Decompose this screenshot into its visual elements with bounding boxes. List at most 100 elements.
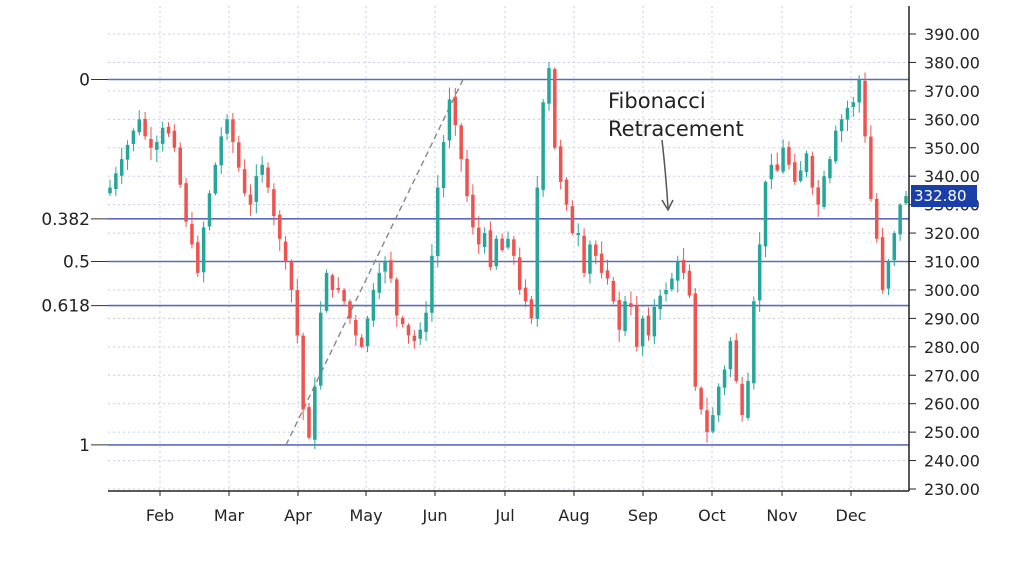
candle <box>681 248 686 280</box>
y-axis-ticks: 230.00 240.00 250.00 260.00 270.00 280.00 290.… <box>909 25 980 499</box>
candle-body <box>441 142 446 189</box>
x-tick-label: Feb <box>146 506 174 525</box>
candle <box>822 170 826 210</box>
axes <box>108 6 910 492</box>
candle-body <box>553 69 557 148</box>
candle-body <box>793 162 797 182</box>
candle <box>775 152 779 173</box>
candle <box>172 124 177 152</box>
candle-body <box>365 318 370 347</box>
candle-body <box>699 388 703 410</box>
y-tick-label: 310.00 <box>924 253 980 272</box>
candle <box>342 287 346 306</box>
candle-body <box>652 307 657 337</box>
candle <box>623 295 627 337</box>
candle-body <box>734 340 739 381</box>
y-tick-label: 230.00 <box>924 480 980 499</box>
candle <box>629 291 633 316</box>
x-tick-label: Jun <box>422 506 448 525</box>
x-tick-label: Dec <box>836 506 867 525</box>
candle <box>798 161 803 183</box>
candle-body <box>137 119 142 133</box>
candle <box>728 337 733 378</box>
candle-body <box>400 317 405 325</box>
candle-body <box>763 181 768 247</box>
candle-body <box>359 337 364 347</box>
candle <box>494 235 499 270</box>
candle <box>424 301 428 341</box>
candle <box>553 67 557 150</box>
candle-body <box>465 158 469 197</box>
candle <box>108 179 112 197</box>
candle <box>734 333 739 384</box>
candle <box>482 227 487 254</box>
candle <box>155 135 159 163</box>
candle <box>635 295 639 352</box>
fib-level-label: 0.5 <box>63 253 90 273</box>
candle-body <box>307 407 311 438</box>
last-price-tag: 332.80 <box>911 185 977 207</box>
candle <box>857 75 861 113</box>
candle <box>670 272 674 292</box>
y-tick-label: 250.00 <box>924 423 980 442</box>
candle-body <box>330 275 335 290</box>
candle <box>476 216 481 255</box>
candle-body <box>693 293 698 387</box>
candle-body <box>722 369 727 388</box>
candle <box>740 376 744 422</box>
candle-body <box>845 107 850 120</box>
candle <box>793 154 797 185</box>
candle-body <box>857 79 861 103</box>
candle-body <box>746 380 750 418</box>
candle-body <box>248 194 253 205</box>
candle-body <box>131 130 136 145</box>
candle <box>430 244 434 322</box>
candle-body <box>166 126 171 134</box>
candle-body <box>728 341 733 370</box>
candle <box>523 279 528 308</box>
candle <box>178 142 182 188</box>
candle-body <box>277 214 282 239</box>
candle-body <box>348 301 352 319</box>
candle <box>781 139 785 174</box>
candle <box>617 291 621 343</box>
candle-body <box>242 169 247 194</box>
candle <box>898 203 902 241</box>
y-tick-label: 280.00 <box>924 338 980 357</box>
candle <box>839 114 844 142</box>
candle-body <box>155 142 159 150</box>
candle <box>254 164 259 214</box>
candle-body <box>804 153 809 172</box>
candle-body <box>354 319 358 336</box>
x-tick-label: May <box>349 506 382 525</box>
candle-body <box>687 270 692 296</box>
candle <box>336 277 341 294</box>
candle-body <box>564 179 569 205</box>
candle <box>828 156 832 184</box>
annotation-arrow <box>661 139 669 209</box>
candle-body <box>839 119 844 132</box>
candle <box>272 183 276 226</box>
candle-body <box>283 241 288 262</box>
candle-body <box>529 299 534 319</box>
fib-level-label: 1 <box>79 436 90 456</box>
candle <box>248 184 253 216</box>
candle-body <box>459 125 463 160</box>
candle <box>266 162 270 194</box>
candle <box>757 232 762 312</box>
candle <box>412 330 417 349</box>
candle-body <box>605 270 610 279</box>
candle-body <box>488 230 493 268</box>
candle <box>892 230 897 266</box>
candle-body <box>512 239 516 256</box>
candle-body <box>658 295 662 310</box>
candle <box>324 269 329 313</box>
candle <box>465 149 469 202</box>
candle <box>851 96 856 117</box>
candle-body <box>254 176 259 202</box>
candle-body <box>160 127 165 144</box>
candle <box>845 100 850 132</box>
annotation: Fibonacci Retracement <box>608 89 744 212</box>
candle-body <box>125 144 130 160</box>
fib-level-label: 0.618 <box>41 297 90 317</box>
